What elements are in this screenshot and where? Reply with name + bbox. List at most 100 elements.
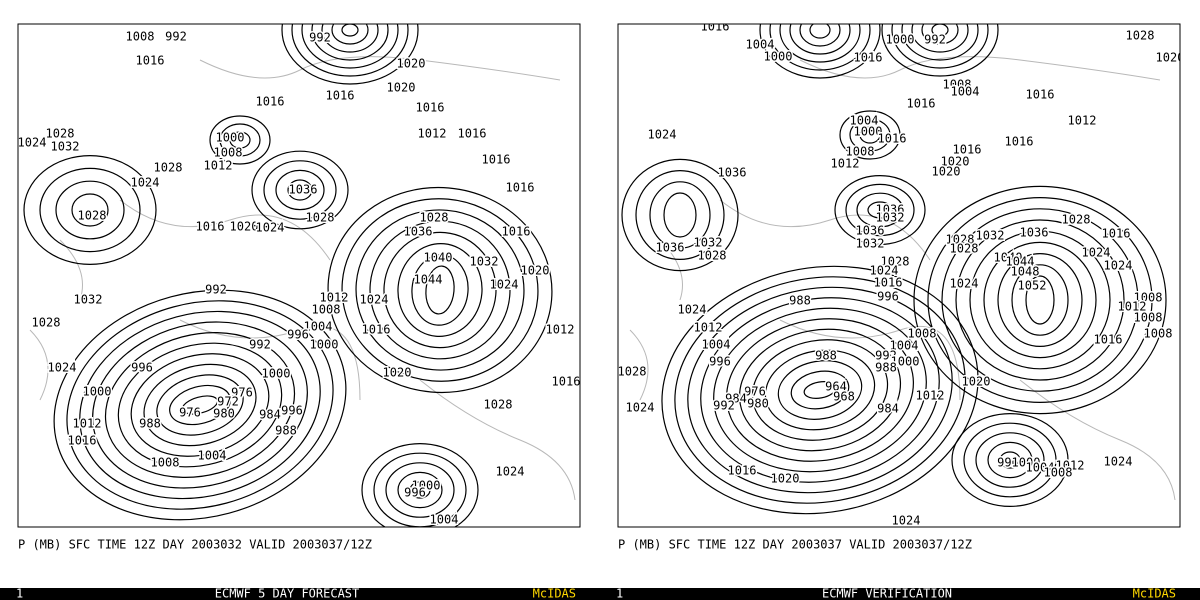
- contour-label: 996: [404, 486, 426, 500]
- isobar: [104, 332, 296, 478]
- contour-label: 1008: [846, 145, 875, 159]
- contour-label: 1048: [1011, 265, 1040, 279]
- isobar: [53, 289, 347, 521]
- isobar: [927, 197, 1153, 404]
- contour-label: 984: [877, 402, 899, 416]
- contour-label: 1032: [51, 140, 80, 154]
- contour-label: 1020: [771, 472, 800, 486]
- contour-label: 1024: [1082, 246, 1111, 260]
- contour-label: 1000: [854, 125, 883, 139]
- contour-label: 1008: [312, 303, 341, 317]
- contour-label: 1036: [1020, 226, 1049, 240]
- contour-label: 1032: [470, 255, 499, 269]
- contour-label: 1012: [320, 291, 349, 305]
- isobar: [856, 192, 904, 228]
- contour-label: 1012: [73, 417, 102, 431]
- contour-label: 1004: [890, 339, 919, 353]
- isobar: [361, 443, 479, 527]
- frame-number: 1: [16, 587, 23, 600]
- contour-label: 1016: [506, 181, 535, 195]
- contour-label: 1012: [1068, 114, 1097, 128]
- contour-label: 1016: [854, 51, 883, 65]
- contour-label: 1000: [1012, 456, 1041, 470]
- contour-label: 1000: [891, 355, 920, 369]
- contour-label: 1028: [950, 242, 979, 256]
- contour-label: 1024: [950, 277, 979, 291]
- contour-label: 1004: [951, 85, 980, 99]
- isobar: [311, 24, 389, 61]
- contour-label: 992: [875, 349, 897, 363]
- isobar: [738, 328, 902, 452]
- contour-label: 1032: [74, 293, 103, 307]
- contour-label: 1004: [304, 320, 333, 334]
- contour-label: 1028: [1062, 213, 1091, 227]
- isobar: [251, 150, 349, 230]
- isobar: [931, 24, 949, 37]
- map-frame: [17, 23, 581, 528]
- contour-label: 1036: [404, 225, 433, 239]
- contour-label: 1004: [1026, 461, 1055, 475]
- contour-label: 1028: [306, 211, 335, 225]
- map-frame: [617, 23, 1181, 528]
- contour-label: 1028: [698, 249, 727, 263]
- isobar: [1011, 264, 1069, 336]
- contour-label: 1012: [1056, 459, 1085, 473]
- contour-label: 976: [231, 386, 253, 400]
- isobar: [789, 24, 851, 55]
- contour-label: 1016: [196, 220, 225, 234]
- isobar: [635, 170, 725, 261]
- contour-label: 1016: [1026, 88, 1055, 102]
- isobar: [713, 307, 927, 473]
- contour-label: 1008: [1044, 466, 1073, 480]
- contour-label: 1020: [941, 155, 970, 169]
- contour-label: 1004: [850, 114, 879, 128]
- isobar: [66, 300, 334, 510]
- contour-label: 1020: [962, 375, 991, 389]
- contour-label: 1000: [216, 131, 245, 145]
- contour-label: 1024: [256, 221, 285, 235]
- isobar: [764, 349, 876, 431]
- isobar: [55, 180, 125, 240]
- contour-label: 1016: [878, 132, 907, 146]
- contour-label: 1024: [131, 176, 160, 190]
- contour-label: 1016: [326, 89, 355, 103]
- contour-label: 1012: [546, 323, 575, 337]
- isobar: [859, 126, 881, 144]
- contour-label: 996: [877, 290, 899, 304]
- contour-label: 1024: [678, 303, 707, 317]
- contour-label: 1044: [414, 273, 443, 287]
- contour-label: 1016: [701, 20, 730, 34]
- isobar: [987, 441, 1033, 479]
- isobar: [79, 310, 321, 500]
- isobar: [411, 254, 469, 326]
- isobar: [921, 24, 959, 45]
- contour-label: 1020: [387, 81, 416, 95]
- footer-title: ECMWF 5 DAY FORECAST: [215, 587, 360, 600]
- isobar: [983, 241, 1097, 359]
- contour-label: 1008: [151, 456, 180, 470]
- contour-label: 1012: [418, 127, 447, 141]
- isobar: [769, 24, 871, 71]
- coastline: [29, 56, 576, 501]
- contour-label: 1016: [728, 464, 757, 478]
- caption: P (MB) SFC TIME 12Z DAY 2003037 VALID 20…: [618, 538, 972, 552]
- contour-label: 984: [259, 408, 281, 422]
- isobar: [803, 381, 837, 399]
- isobar: [327, 186, 553, 394]
- contour-label: 1024: [18, 136, 47, 150]
- isobar: [409, 481, 431, 499]
- contour-label: 992: [309, 31, 331, 45]
- isobar: [834, 175, 926, 246]
- contour-label: 1004: [702, 338, 731, 352]
- isobar: [143, 363, 257, 447]
- contour-label: 988: [875, 361, 897, 375]
- contour-label: 996: [287, 328, 309, 342]
- isobar: [700, 297, 940, 483]
- isobar: [39, 167, 141, 253]
- contour-label: 976: [744, 385, 766, 399]
- isobar: [779, 24, 861, 63]
- isobar: [385, 462, 455, 518]
- contour-label: 1004: [746, 38, 775, 52]
- isobar: [845, 183, 915, 237]
